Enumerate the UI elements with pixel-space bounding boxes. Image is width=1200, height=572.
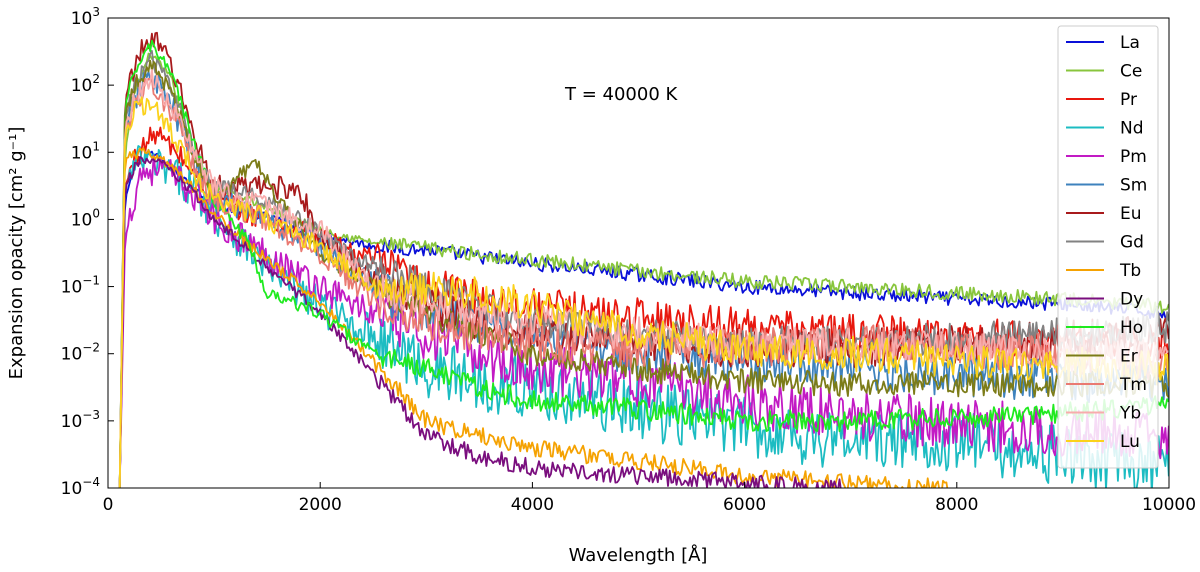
legend-label-Ho: Ho [1120, 318, 1143, 338]
temperature-annotation: T = 40000 K [564, 84, 679, 105]
legend-label-Gd: Gd [1120, 233, 1144, 253]
legend-label-Er: Er [1120, 347, 1138, 367]
series-line-Gd [118, 50, 1169, 488]
y-tick-label: 100 [71, 206, 100, 230]
series-line-Yb [118, 69, 1169, 488]
legend-label-Dy: Dy [1120, 290, 1143, 310]
legend-label-Tb: Tb [1119, 261, 1141, 281]
legend-label-Yb: Yb [1119, 404, 1141, 424]
x-tick-label: 10000 [1142, 495, 1196, 515]
series-line-Ho [118, 39, 1169, 488]
legend-frame [1057, 25, 1159, 469]
series-layer [118, 31, 1169, 488]
y-axis-label: Expansion opacity [cm² g⁻¹] [6, 127, 27, 380]
y-tick-label: 102 [71, 72, 100, 96]
ticks-layer: 0 2000 4000 6000 8000 10000 103 102 101 100 10−1 10… [61, 5, 1196, 515]
x-tick-label: 6000 [723, 495, 766, 515]
series-line-Dy [118, 156, 843, 488]
x-axis-label: Wavelength [Å] [569, 544, 708, 566]
legend-label-Tm: Tm [1119, 375, 1147, 395]
legend-label-Nd: Nd [1120, 119, 1144, 139]
y-tick-label: 101 [71, 139, 100, 163]
plot-frame [107, 17, 1170, 489]
legend-label-Ce: Ce [1120, 62, 1142, 82]
legend-label-Pm: Pm [1120, 147, 1147, 167]
y-tick-label: 10−1 [61, 274, 100, 298]
legend-label-Lu: Lu [1120, 432, 1140, 452]
series-line-Pr [118, 126, 1169, 488]
legend-label-Eu: Eu [1120, 204, 1142, 224]
x-tick-label: 8000 [935, 495, 978, 515]
x-tick-label: 2000 [299, 495, 342, 515]
x-tick-label: 4000 [511, 495, 554, 515]
y-tick-label: 10−2 [61, 341, 100, 365]
legend: La Ce Pr Nd Pm Sm Eu Gd Tb Dy Ho Er Tm Yb Lu [1057, 25, 1159, 469]
x-tick-label: 0 [103, 495, 114, 515]
legend-label-La: La [1120, 33, 1140, 53]
y-tick-label: 10−4 [61, 475, 100, 499]
legend-label-Sm: Sm [1120, 176, 1147, 196]
series-line-Lu [118, 96, 1169, 488]
y-tick-label: 10−3 [61, 408, 100, 432]
series-line-Pm [118, 154, 1169, 488]
y-tick-label: 103 [71, 5, 100, 29]
legend-label-Pr: Pr [1120, 90, 1137, 110]
